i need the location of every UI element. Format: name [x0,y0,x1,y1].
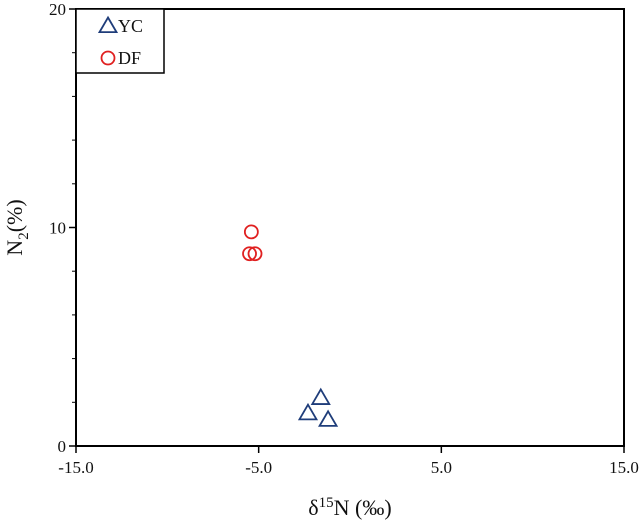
y-tick-label: 0 [58,437,67,456]
x-tick-label: 15.0 [609,458,639,477]
y-tick-label: 10 [49,219,66,238]
plot-frame [75,8,625,447]
ticks: -15.0 -5.0 5.0 15.0 0 10 20 [49,0,639,477]
yc-data-point [310,387,331,405]
x-axis-label: δ15N (‰) [308,495,391,520]
legend-box [75,8,165,74]
x-tick-label: -5.0 [245,458,272,477]
axis-labels: δ15N (‰) N2(%) [2,199,392,520]
df-data-point [247,246,263,262]
legend-yc-marker [97,15,119,34]
x-tick-label: 5.0 [431,458,452,477]
axes [75,8,625,447]
y-axis-label: N2(%) [2,199,32,255]
legend: YC DF [75,8,165,74]
legend-df-label: DF [118,48,141,68]
y-tick-label: 20 [49,0,66,19]
df-data-point [243,224,259,240]
x-tick-label: -15.0 [58,458,93,477]
legend-df-marker [100,50,116,66]
yc-data-point [318,409,339,427]
data-points [242,224,339,427]
df-data-point [242,246,257,262]
legend-yc-label: YC [118,16,143,36]
yc-data-point [297,402,319,421]
